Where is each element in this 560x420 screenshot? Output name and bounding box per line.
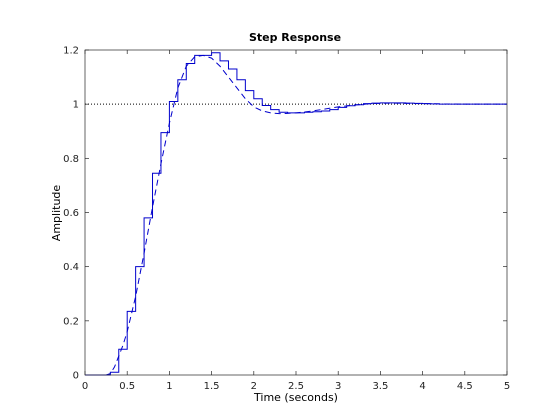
series-layer [85,52,507,376]
x-tick-label: 0.5 [119,381,135,392]
y-tick-label: 0.4 [63,262,79,273]
tick-labels: 0 0.5 1 1.5 2 2.5 3 3.5 4 4.5 5 0 0.2 0.4 0.6 0.8 1 1.2 [63,46,510,393]
y-tick-label: 1 [73,100,79,111]
x-tick-label: 5 [504,381,510,392]
x-tick-label: 1.5 [204,381,220,392]
y-tick-label: 0.8 [63,154,79,165]
discrete-step-response-line [85,52,507,376]
x-tick-label: 3.5 [372,381,388,392]
y-axis-label: Amplitude [50,185,63,242]
x-tick-label: 4 [419,381,425,392]
y-tick-label: 1.2 [63,46,79,57]
chart-title: Step Response [249,31,341,44]
x-tick-label: 2.5 [288,381,304,392]
plot-frame [84,49,508,376]
y-tick-label: 0.6 [63,208,79,219]
x-tick-label: 1 [166,381,172,392]
x-tick-label: 2 [251,381,257,392]
x-tick-label: 3 [335,381,341,392]
y-tick-label: 0.2 [63,316,79,327]
y-tick-label: 0 [73,371,79,382]
x-axis-label: Time (seconds) [253,391,338,404]
x-tick-label: 4.5 [457,381,473,392]
x-tick-label: 0 [82,381,88,392]
plot-area [85,50,507,375]
